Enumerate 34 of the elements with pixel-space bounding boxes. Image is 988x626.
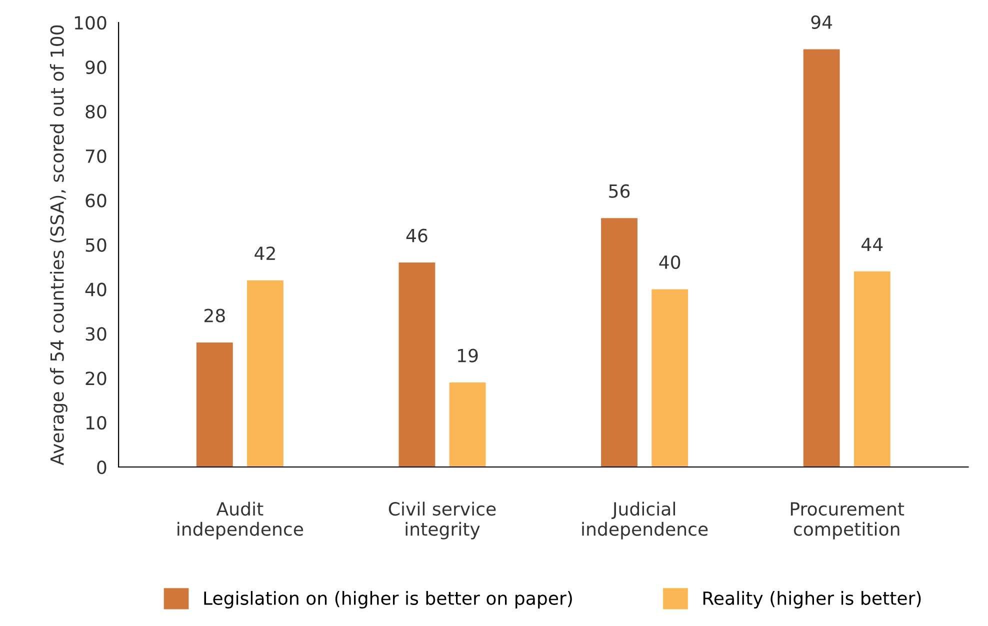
bar — [652, 289, 688, 467]
y-tick-label: 0 — [97, 460, 106, 474]
y-tick-label: 40 — [85, 282, 106, 296]
bar — [247, 280, 284, 467]
bar — [803, 49, 840, 467]
bar — [196, 342, 233, 467]
data-label: 19 — [458, 348, 478, 362]
bar — [854, 271, 890, 467]
y-tick-label: 90 — [86, 60, 106, 74]
x-tick-label: Procurement competition — [790, 502, 904, 540]
y-axis-title: Average of 54 countries (SSA), scored out of 100 — [50, 25, 68, 466]
legend-label: Reality (higher is better) — [703, 591, 921, 608]
x-tick-label: Civil service integrity — [388, 502, 496, 540]
y-tick-label: 80 — [86, 104, 106, 119]
y-tick-label: 50 — [86, 238, 106, 252]
data-label: 94 — [811, 15, 832, 30]
data-label: 44 — [862, 238, 883, 252]
x-tick-label: Judicial independence — [582, 502, 708, 540]
legend-label: Legislation on (higher is better on paper) — [204, 591, 572, 608]
y-tick-label: 10 — [86, 416, 106, 430]
bar — [449, 382, 486, 467]
data-label: 28 — [204, 308, 225, 322]
x-tick-label: Audit independence — [178, 502, 304, 540]
data-label: 40 — [659, 255, 680, 270]
y-tick-label: 100 — [74, 16, 106, 30]
data-label: 56 — [609, 184, 630, 198]
bar — [398, 262, 436, 467]
y-tick-label: 30 — [86, 327, 106, 341]
y-tick-label: 70 — [86, 149, 106, 163]
y-tick-label: 60 — [86, 194, 106, 208]
y-tick-label: 20 — [86, 372, 106, 386]
data-label: 42 — [254, 246, 275, 260]
bar — [601, 218, 638, 467]
data-label: 46 — [406, 228, 428, 242]
